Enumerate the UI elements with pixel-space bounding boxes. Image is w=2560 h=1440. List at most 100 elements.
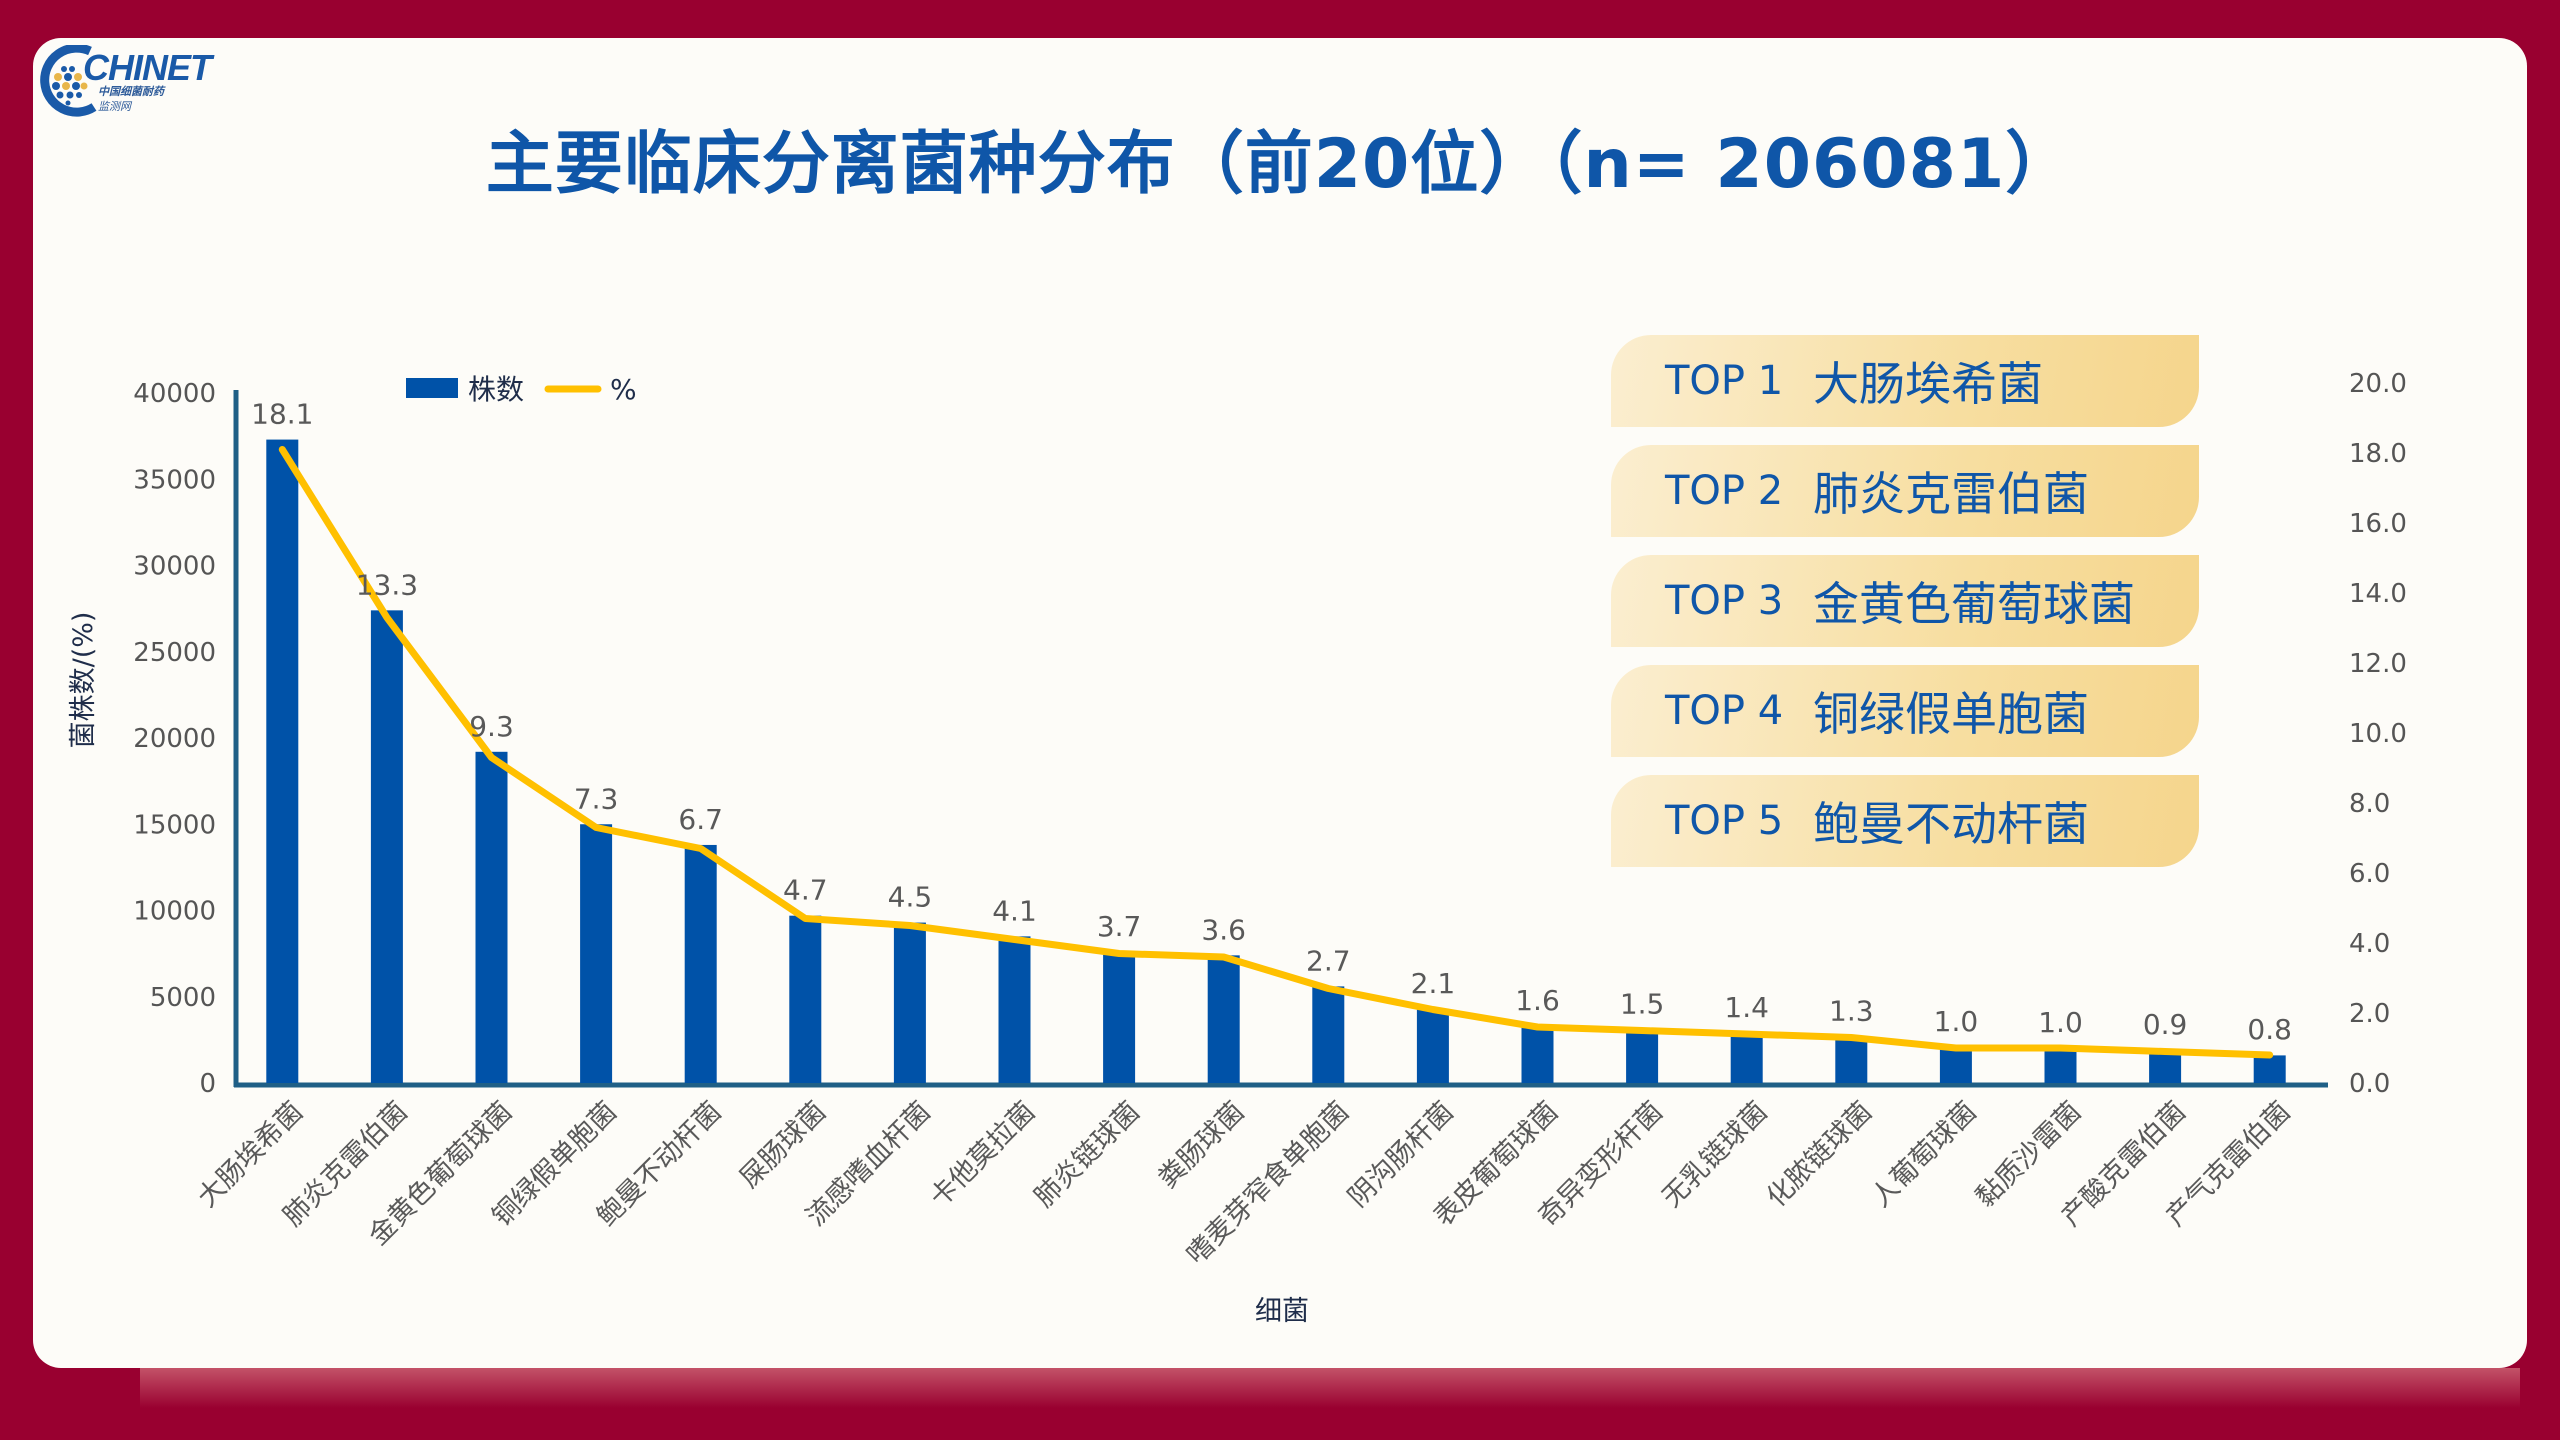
top-rank: TOP 5 <box>1665 798 1784 844</box>
data-label: 9.3 <box>469 710 514 743</box>
bar <box>370 610 403 1083</box>
top-name: 鲍曼不动杆菌 <box>1813 797 2089 851</box>
category-label: 卡他莫拉菌 <box>924 1096 1041 1213</box>
y2-tick-label: 8.0 <box>2349 789 2390 819</box>
data-label: 1.3 <box>1829 994 1874 1027</box>
y2-tick-label: 2.0 <box>2349 999 2390 1029</box>
bar <box>1835 1036 1868 1083</box>
y2-tick-label: 16.0 <box>2349 509 2407 539</box>
category-label: 人葡萄球菌 <box>1865 1096 1982 1213</box>
bar <box>2149 1050 2182 1083</box>
bar <box>1730 1032 1763 1083</box>
data-label: 7.3 <box>574 782 619 815</box>
y2-tick-label: 6.0 <box>2349 859 2390 889</box>
top-item-3: TOP 3 金黄色葡萄球菌 <box>1611 555 2199 647</box>
top-name: 肺炎克雷伯菌 <box>1813 467 2089 521</box>
y2-tick-label: 10.0 <box>2349 719 2407 749</box>
bar-series <box>266 439 2286 1083</box>
top-item-2: TOP 2 肺炎克雷伯菌 <box>1611 445 2199 537</box>
y-tick-label: 35000 <box>133 465 216 495</box>
bar <box>1939 1046 1972 1083</box>
bar <box>1521 1026 1554 1083</box>
bar <box>1103 951 1136 1083</box>
data-label: 0.8 <box>2247 1013 2292 1046</box>
top-item-5: TOP 5 鲍曼不动杆菌 <box>1611 775 2199 867</box>
data-label: 6.7 <box>678 803 723 836</box>
data-label: 4.7 <box>783 874 828 907</box>
y-tick-label: 25000 <box>133 638 216 668</box>
data-label: 18.1 <box>251 398 313 431</box>
y-tick-label: 15000 <box>133 810 216 840</box>
top-name: 大肠埃希菌 <box>1813 357 2043 411</box>
bar <box>1207 955 1240 1083</box>
logo-subtitle: 中国细菌耐药 <box>98 85 164 98</box>
data-label: 1.6 <box>1515 984 1560 1017</box>
data-label: 4.1 <box>992 894 1037 927</box>
data-label: 3.7 <box>1097 910 1142 943</box>
y-tick-label: 20000 <box>133 724 216 754</box>
top-rank: TOP 4 <box>1665 688 1784 734</box>
logo-wordmark: CHINET <box>83 47 212 88</box>
y-tick-label: 5000 <box>150 983 216 1013</box>
logo-subtitle-2: 监测网 <box>98 100 131 113</box>
data-label: 13.3 <box>356 568 418 601</box>
y-axis-title: 菌株数/(%) <box>68 612 99 749</box>
top-rank: TOP 3 <box>1665 578 1784 624</box>
y2-tick-label: 18.0 <box>2349 439 2407 469</box>
legend-bar-swatch <box>406 378 458 398</box>
bar <box>1416 1008 1449 1083</box>
data-label: 4.5 <box>888 881 933 914</box>
x-axis-title: 细菌 <box>1255 1296 1309 1327</box>
category-label: 无乳链球菌 <box>1656 1096 1773 1213</box>
data-label: 1.5 <box>1620 988 1665 1021</box>
logo-emblem-icon <box>40 45 97 117</box>
top-rank: TOP 1 <box>1665 358 1784 404</box>
top-item-1: TOP 1 大肠埃希菌 <box>1611 335 2199 427</box>
y2-tick-label: 4.0 <box>2349 929 2390 959</box>
y-tick-label: 30000 <box>133 552 216 582</box>
y2-tick-label: 20.0 <box>2349 369 2407 399</box>
card-shadow <box>140 1368 2520 1408</box>
data-label: 2.1 <box>1411 967 1456 1000</box>
bar <box>684 844 717 1083</box>
y2-tick-label: 14.0 <box>2349 579 2407 609</box>
bar <box>580 824 613 1083</box>
data-label: 0.9 <box>2143 1008 2188 1041</box>
legend-label-percent: % <box>610 373 637 406</box>
top-name: 铜绿假单胞菌 <box>1813 687 2089 741</box>
chinet-logo: CHINET 中国细菌耐药 监测网 <box>38 45 212 117</box>
y2-tick-label: 12.0 <box>2349 649 2407 679</box>
page-title: 主要临床分离菌种分布（前20位）（n= 206081） <box>485 125 2075 204</box>
y-tick-label: 0 <box>199 1069 216 1099</box>
data-label: 1.0 <box>1934 1005 1979 1038</box>
chart-legend: 株数 % <box>406 373 637 406</box>
bar <box>1626 1029 1659 1083</box>
y2-tick-label: 0.0 <box>2349 1069 2390 1099</box>
bar <box>2253 1055 2286 1083</box>
data-label: 2.7 <box>1306 944 1351 977</box>
data-labels: 18.1 13.3 9.3 7.3 6.7 4.7 4.5 4.1 3.7 3.6 2.7 2.1 1.… <box>251 398 2292 1046</box>
category-label: 肺炎链球菌 <box>1029 1096 1146 1213</box>
data-label: 3.6 <box>1201 913 1246 946</box>
data-label: 1.4 <box>1724 991 1769 1024</box>
bar <box>1312 986 1345 1083</box>
top5-panel: TOP 1 大肠埃希菌 TOP 2 肺炎克雷伯菌 TOP 3 金黄色葡萄球菌 T… <box>1611 335 2199 885</box>
data-label: 1.0 <box>2038 1006 2083 1039</box>
top-rank: TOP 2 <box>1665 468 1784 514</box>
legend-label-count: 株数 <box>468 373 524 406</box>
bar <box>2044 1048 2077 1083</box>
bar <box>475 751 508 1083</box>
bar <box>789 915 822 1083</box>
y-tick-label: 40000 <box>133 379 216 409</box>
top-name: 金黄色葡萄球菌 <box>1813 577 2135 631</box>
top-item-4: TOP 4 铜绿假单胞菌 <box>1611 665 2199 757</box>
bar <box>998 936 1031 1083</box>
percent-line <box>278 446 2274 1059</box>
y-tick-label: 10000 <box>133 897 216 927</box>
category-label: 化脓链球菌 <box>1761 1096 1878 1213</box>
category-label: 屎肠球菌 <box>734 1096 832 1194</box>
line-series <box>278 446 2274 1059</box>
chart-axes: 0 5000 10000 15000 20000 25000 30000 35000 40000… <box>133 369 2407 1099</box>
